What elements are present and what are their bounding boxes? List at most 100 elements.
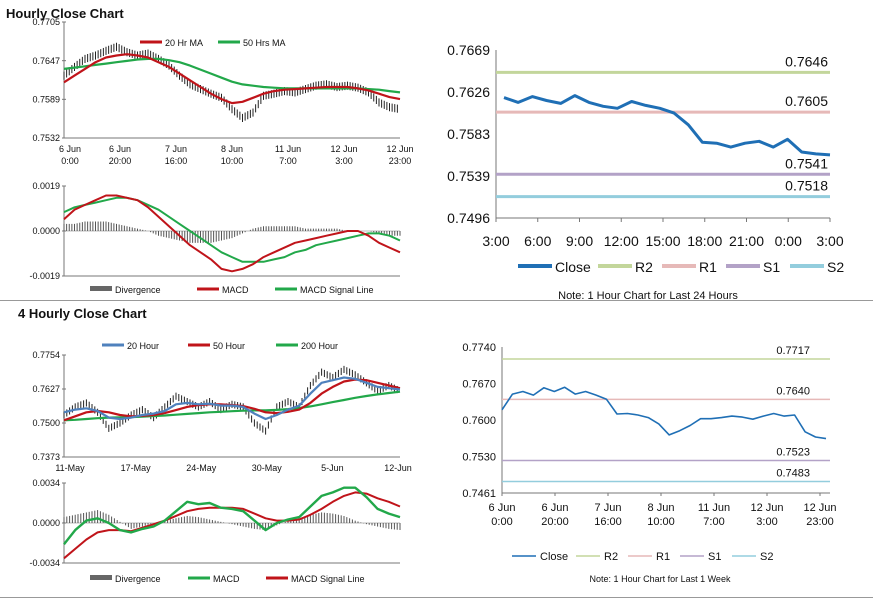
hm-y-tick-label: 0.0019	[32, 181, 60, 191]
section-divider	[0, 300, 873, 301]
fl-x-tick-label: 23:00	[806, 516, 834, 528]
hp-x-tick-label: 23:00	[389, 156, 412, 166]
hp-y-tick-label: 0.7705	[32, 17, 60, 27]
hm-legend-label: Divergence	[115, 285, 161, 295]
hp-x-tick-label: 8 Jun	[221, 144, 243, 154]
hp-x-tick-label: 7 Jun	[165, 144, 187, 154]
fl-x-tick-label: 20:00	[541, 516, 569, 528]
hl-legend-label: Close	[555, 259, 591, 275]
fl-x-tick-label: 7 Jun	[595, 502, 622, 514]
hp-x-tick-label: 6 Jun	[59, 144, 81, 154]
hm-legend-swatch	[90, 286, 112, 291]
fm-legend-label: MACD Signal Line	[291, 574, 365, 584]
fp-y-tick-label: 0.7373	[32, 452, 60, 462]
fl-x-tick-label: 0:00	[491, 516, 512, 528]
fl-x-tick-label: 3:00	[756, 516, 777, 528]
fp-legend-label: 20 Hour	[127, 341, 159, 351]
hp-20hr-ma-line	[63, 53, 401, 105]
hl-legend-label: S1	[763, 259, 780, 275]
hl-x-tick-label: 6:00	[524, 233, 551, 249]
hl-y-tick-label: 0.7626	[447, 84, 490, 100]
hp-x-tick-label: 12 Jun	[386, 144, 413, 154]
fl-legend-label: S1	[708, 551, 721, 563]
fl-y-tick-label: 0.7530	[462, 452, 496, 464]
fl-x-tick-label: 11 Jun	[698, 502, 730, 514]
fm-legend-label: MACD	[213, 574, 240, 584]
hl-s1-level-label: 0.7541	[785, 155, 828, 171]
hm-signal-line	[63, 196, 401, 263]
hl-x-tick-label: 21:00	[729, 233, 764, 249]
hp-legend-label: 20 Hr MA	[165, 38, 203, 48]
hp-y-tick-label: 0.7532	[32, 133, 60, 143]
fl-note: Note: 1 Hour Chart for Last 1 Week	[590, 574, 731, 584]
hm-legend-label: MACD	[222, 285, 249, 295]
fl-legend-label: R1	[656, 551, 670, 563]
fp-x-tick-label: 24-May	[186, 463, 217, 473]
fl-x-tick-label: 16:00	[594, 516, 622, 528]
fl-x-tick-label: 6 Jun	[489, 502, 516, 514]
fl-y-tick-label: 0.7461	[462, 488, 496, 500]
hl-x-tick-label: 15:00	[645, 233, 680, 249]
hp-legend-label: 50 Hrs MA	[243, 38, 286, 48]
fl-r2-level-label: 0.7717	[776, 345, 810, 357]
hp-x-tick-label: 6 Jun	[109, 144, 131, 154]
fp-x-tick-label: 30-May	[252, 463, 283, 473]
hl-s2-level-label: 0.7518	[785, 178, 828, 194]
fp-x-tick-label: 11-May	[55, 463, 85, 473]
hourly-section-title: Hourly Close Chart	[6, 6, 124, 21]
fl-legend-label: R2	[604, 551, 618, 563]
hp-y-tick-label: 0.7589	[32, 94, 60, 104]
hl-y-tick-label: 0.7669	[447, 42, 490, 58]
fp-200hr-line	[63, 390, 401, 422]
fm-y-tick-label: 0.0000	[32, 518, 60, 528]
hl-x-tick-label: 12:00	[604, 233, 639, 249]
fm-y-tick-label: 0.0034	[32, 478, 60, 488]
hp-x-tick-label: 12 Jun	[330, 144, 357, 154]
hl-x-tick-label: 3:00	[482, 233, 509, 249]
fl-s2-level-label: 0.7483	[776, 467, 810, 479]
hp-x-tick-label: 0:00	[61, 156, 79, 166]
hm-macd-line	[63, 194, 401, 273]
fp-legend-label: 50 Hour	[213, 341, 245, 351]
four-hourly-section-title: 4 Hourly Close Chart	[18, 306, 147, 321]
bottom-divider	[0, 597, 873, 598]
fl-x-tick-label: 12 Jun	[750, 502, 783, 514]
fp-y-tick-label: 0.7627	[32, 384, 60, 394]
fp-x-tick-label: 12-Jun	[384, 463, 412, 473]
fl-x-tick-label: 6 Jun	[542, 502, 569, 514]
fm-legend-swatch	[90, 575, 112, 580]
hl-note: Note: 1 Hour Chart for Last 24 Hours	[558, 290, 738, 302]
hm-legend-label: MACD Signal Line	[300, 285, 374, 295]
hp-x-tick-label: 20:00	[109, 156, 132, 166]
hl-y-tick-label: 0.7539	[447, 168, 490, 184]
hl-x-tick-label: 9:00	[566, 233, 593, 249]
fm-y-tick-label: -0.0034	[29, 558, 60, 568]
hl-legend-label: R2	[635, 259, 653, 275]
fp-x-tick-label: 5-Jun	[321, 463, 344, 473]
fl-x-tick-label: 7:00	[703, 516, 724, 528]
hl-close-line	[503, 94, 831, 157]
hp-x-tick-label: 7:00	[279, 156, 297, 166]
hl-legend-label: R1	[699, 259, 717, 275]
fl-close-line	[501, 386, 827, 440]
hl-x-tick-label: 0:00	[775, 233, 802, 249]
fl-legend-label: S2	[760, 551, 773, 563]
fl-legend-label: Close	[540, 551, 568, 563]
fl-y-tick-label: 0.7600	[462, 415, 496, 427]
hl-y-tick-label: 0.7496	[447, 210, 490, 226]
hl-legend-label: S2	[827, 259, 844, 275]
fp-x-tick-label: 17-May	[121, 463, 152, 473]
fl-s1-level-label: 0.7523	[776, 447, 810, 459]
hm-y-tick-label: 0.0000	[32, 226, 60, 236]
hp-x-tick-label: 11 Jun	[275, 144, 301, 154]
fp-legend-label: 200 Hour	[301, 341, 338, 351]
hp-y-tick-label: 0.7647	[32, 56, 60, 66]
hl-r2-level-label: 0.7646	[785, 53, 828, 69]
hp-x-tick-label: 16:00	[165, 156, 188, 166]
fm-legend-label: Divergence	[115, 574, 161, 584]
hl-x-tick-label: 3:00	[816, 233, 843, 249]
hl-x-tick-label: 18:00	[687, 233, 722, 249]
hm-y-tick-label: -0.0019	[29, 271, 60, 281]
fl-x-tick-label: 8 Jun	[648, 502, 675, 514]
